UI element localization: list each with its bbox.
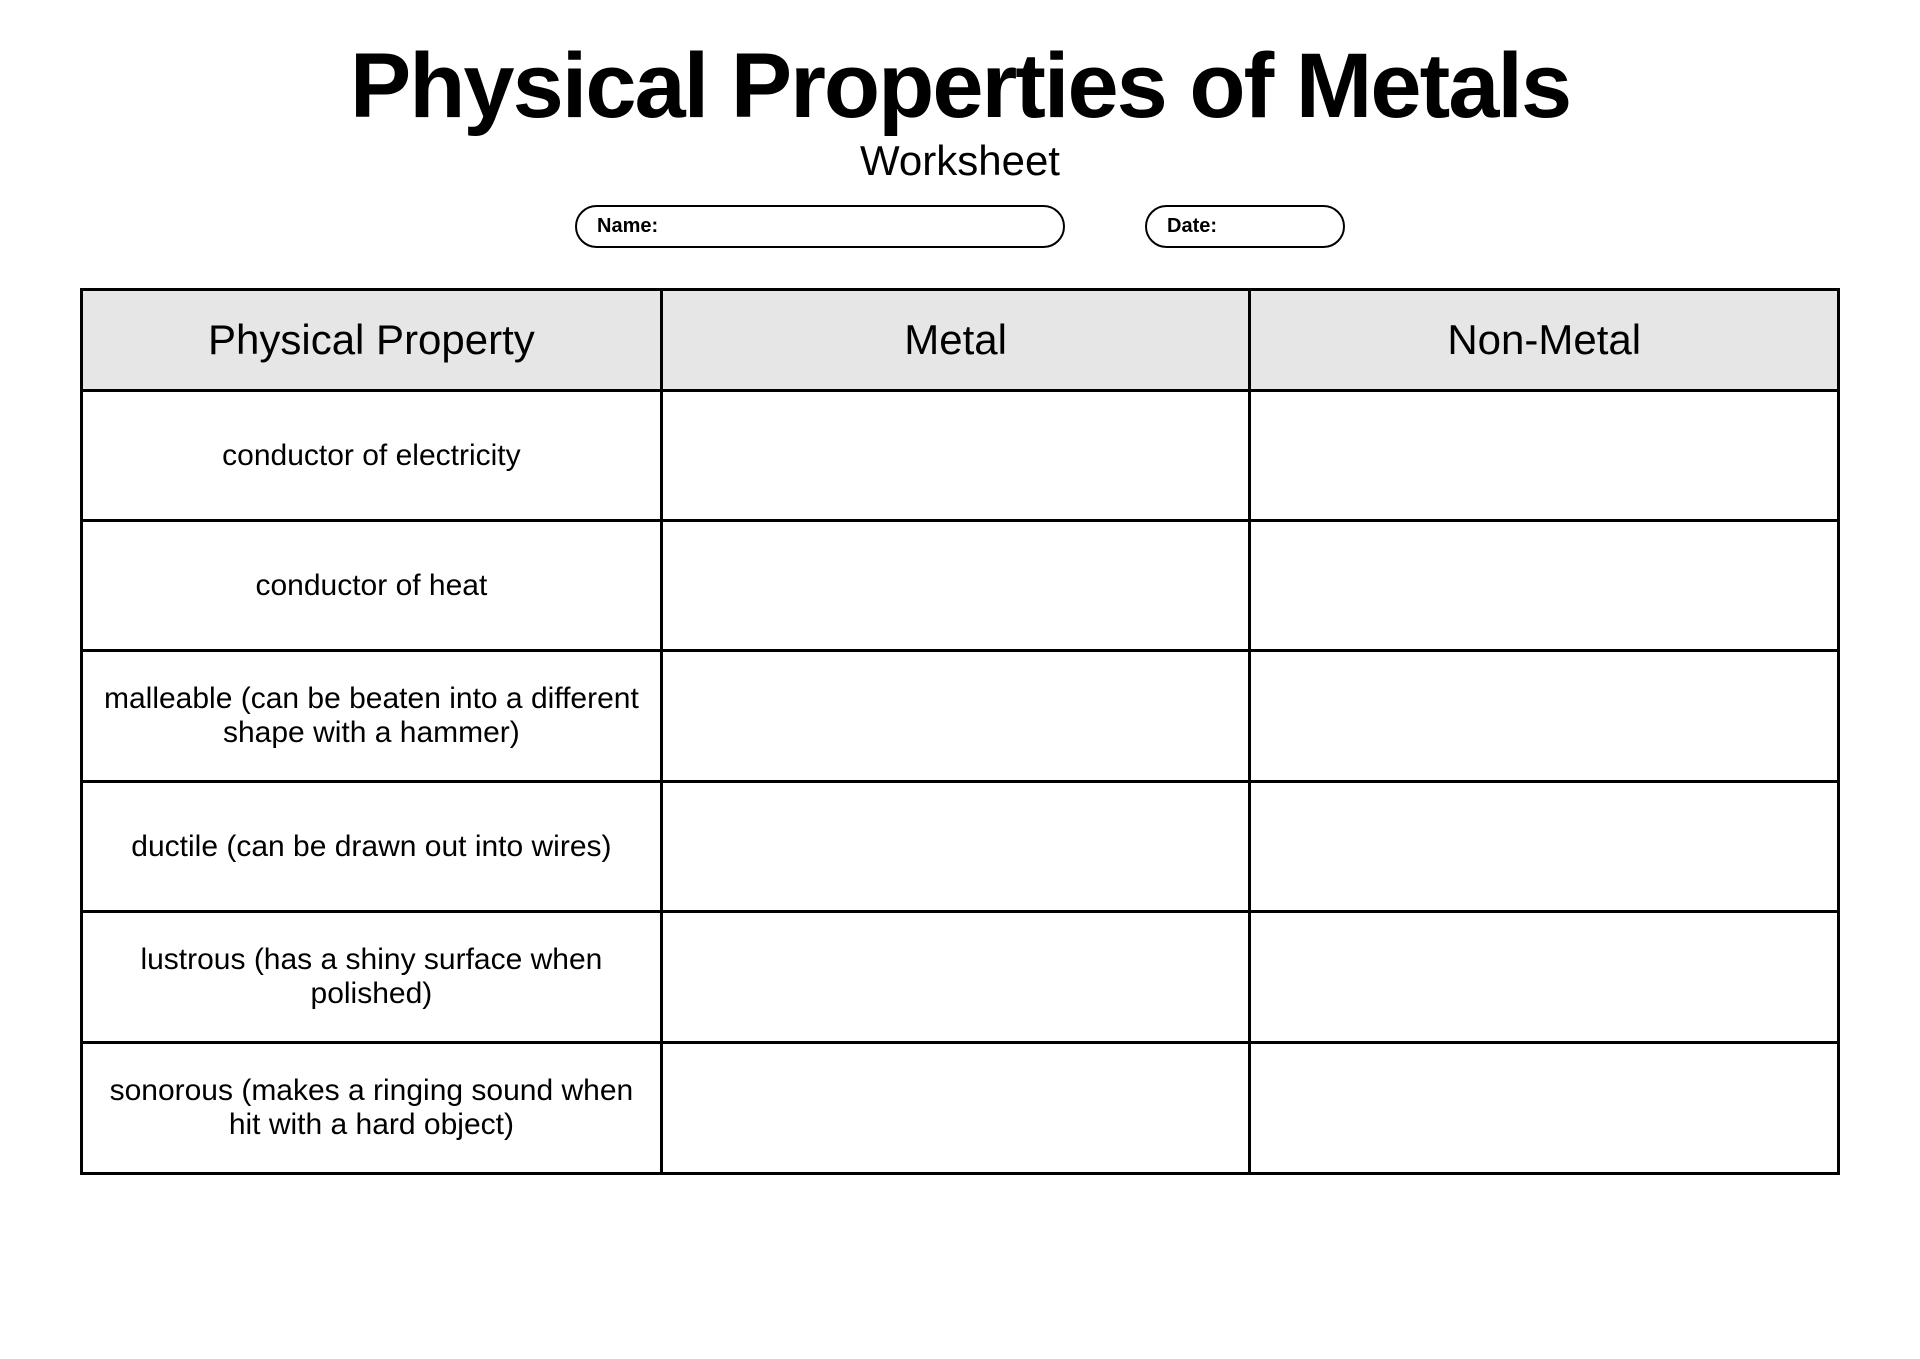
- properties-table: Physical Property Metal Non-Metal conduc…: [80, 288, 1840, 1175]
- nonmetal-cell[interactable]: [1250, 912, 1839, 1043]
- table-row: sonorous (makes a ringing sound when hit…: [82, 1043, 1839, 1174]
- property-cell: lustrous (has a shiny surface when polis…: [82, 912, 662, 1043]
- page-title: Physical Properties of Metals: [80, 40, 1840, 132]
- table-row: ductile (can be drawn out into wires): [82, 782, 1839, 912]
- column-header-property: Physical Property: [82, 290, 662, 391]
- metal-cell[interactable]: [661, 1043, 1250, 1174]
- table-row: conductor of heat: [82, 521, 1839, 651]
- name-field[interactable]: Name:: [575, 205, 1065, 248]
- date-field[interactable]: Date:: [1145, 205, 1345, 248]
- page-subtitle: Worksheet: [80, 137, 1840, 185]
- metal-cell[interactable]: [661, 391, 1250, 521]
- nonmetal-cell[interactable]: [1250, 1043, 1839, 1174]
- property-cell: ductile (can be drawn out into wires): [82, 782, 662, 912]
- table-header-row: Physical Property Metal Non-Metal: [82, 290, 1839, 391]
- name-label: Name:: [597, 215, 658, 238]
- worksheet-header: Physical Properties of Metals Worksheet …: [80, 40, 1840, 248]
- table-container: Physical Property Metal Non-Metal conduc…: [80, 288, 1840, 1175]
- nonmetal-cell[interactable]: [1250, 782, 1839, 912]
- metal-cell[interactable]: [661, 651, 1250, 782]
- metal-cell[interactable]: [661, 912, 1250, 1043]
- property-cell: conductor of heat: [82, 521, 662, 651]
- property-cell: sonorous (makes a ringing sound when hit…: [82, 1043, 662, 1174]
- nonmetal-cell[interactable]: [1250, 521, 1839, 651]
- property-cell: malleable (can be beaten into a differen…: [82, 651, 662, 782]
- column-header-metal: Metal: [661, 290, 1250, 391]
- nonmetal-cell[interactable]: [1250, 391, 1839, 521]
- table-row: conductor of electricity: [82, 391, 1839, 521]
- table-row: malleable (can be beaten into a differen…: [82, 651, 1839, 782]
- date-label: Date:: [1167, 215, 1217, 238]
- nonmetal-cell[interactable]: [1250, 651, 1839, 782]
- property-cell: conductor of electricity: [82, 391, 662, 521]
- column-header-nonmetal: Non-Metal: [1250, 290, 1839, 391]
- info-row: Name: Date:: [80, 205, 1840, 248]
- metal-cell[interactable]: [661, 782, 1250, 912]
- table-body: conductor of electricity conductor of he…: [82, 391, 1839, 1174]
- metal-cell[interactable]: [661, 521, 1250, 651]
- table-row: lustrous (has a shiny surface when polis…: [82, 912, 1839, 1043]
